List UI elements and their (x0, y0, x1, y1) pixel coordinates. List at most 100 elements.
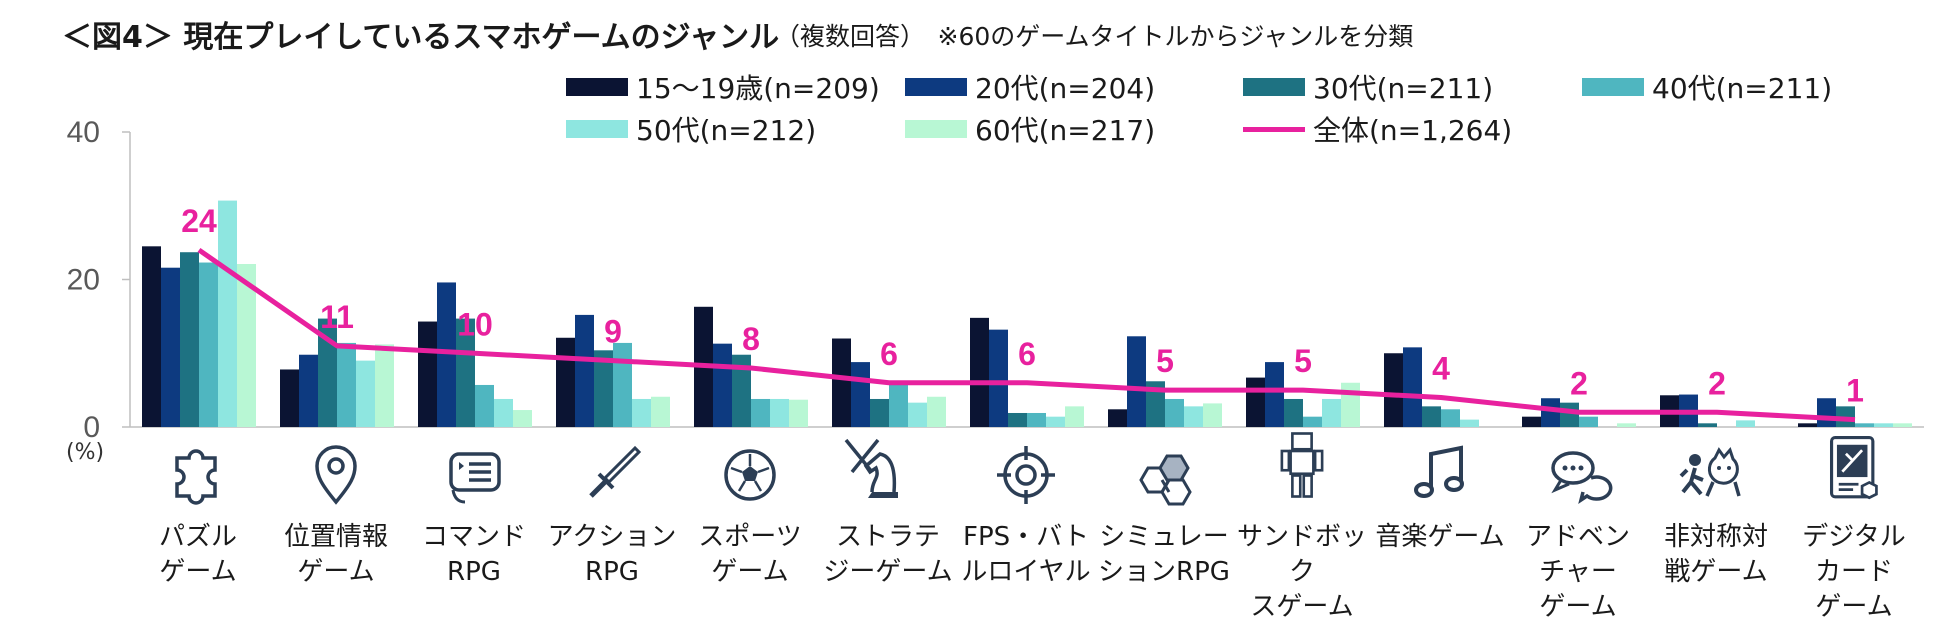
category-label-simulation-rpg: シミュレー ションRPG (1098, 522, 1230, 587)
data-label: 10 (457, 306, 493, 342)
bar (1817, 398, 1836, 427)
legend-swatch (566, 78, 628, 96)
bar (751, 398, 770, 427)
bar (575, 314, 594, 427)
bar (418, 321, 437, 427)
bar (1065, 406, 1084, 427)
legend-item-total: 全体(n=1,264) (1243, 112, 1513, 147)
category-label-music: 音楽ゲーム (1375, 522, 1505, 552)
legend-item-20s: 20代(n=204) (905, 70, 1156, 105)
bar (1736, 420, 1755, 427)
legend-label: 全体(n=1,264) (1313, 114, 1513, 147)
bar (180, 252, 199, 427)
legend-label: 50代(n=212) (636, 114, 817, 147)
bar (199, 262, 218, 427)
data-label: 6 (880, 336, 898, 372)
bar (970, 317, 989, 427)
bar (1127, 336, 1146, 427)
card-icon (1829, 436, 1878, 500)
crosshair-icon (997, 446, 1055, 504)
bar (1422, 406, 1441, 427)
bar (1341, 382, 1360, 427)
category-label-sandbox: サンドボック スゲーム (1236, 522, 1367, 622)
bar (989, 329, 1008, 427)
data-label: 5 (1294, 343, 1312, 379)
legend-swatch (1243, 78, 1305, 96)
category-label-command-rpg: コマンド RPG (421, 522, 526, 587)
bar (1284, 398, 1303, 427)
bar (632, 398, 651, 427)
legend-swatch (1582, 78, 1644, 96)
bar (1265, 362, 1284, 427)
bar (594, 350, 613, 427)
bar (1246, 377, 1265, 427)
bar (1046, 416, 1065, 427)
legend-swatch (905, 78, 967, 96)
category-label-asymmetric: 非対称対 戦ゲーム (1663, 522, 1768, 587)
y-tick-label: 40 (67, 116, 100, 149)
chase-figures-icon (1679, 447, 1741, 497)
hexagon-cluster-icon (1139, 454, 1192, 506)
data-label: 4 (1432, 351, 1450, 387)
bar (456, 318, 475, 427)
bar (927, 396, 946, 427)
bar (513, 410, 532, 427)
bar (1560, 402, 1579, 427)
music-note-icon (1414, 445, 1464, 498)
bar (1322, 398, 1341, 427)
bar (851, 362, 870, 427)
category-label-location: 位置情報 ゲーム (283, 522, 388, 587)
category-label-fps: FPS・バト ルロイヤル (961, 522, 1091, 587)
data-label: 8 (742, 321, 760, 357)
y-tick-label: 0 (83, 411, 100, 444)
command-menu-icon (449, 452, 501, 504)
bar (475, 384, 494, 427)
chart-title: ＜図4＞ 現在プレイしているスマホゲームのジャンル (62, 20, 780, 55)
chart-subtitle: （複数回答） ※60のゲームタイトルからジャンルを分類 (775, 22, 1414, 51)
bar (713, 343, 732, 427)
category-label-action-rpg: アクション RPG (547, 522, 677, 587)
bar (870, 398, 889, 427)
bar (494, 398, 513, 427)
puzzle-icon (175, 449, 217, 505)
y-tick-label: 20 (67, 264, 100, 297)
bar (1855, 423, 1874, 427)
y-unit-label: (%) (66, 440, 105, 465)
bar (356, 360, 375, 427)
bar (1460, 419, 1479, 427)
legend-label: 15～19歳(n=209) (636, 72, 880, 105)
total-line (197, 247, 1856, 423)
legend-item-30s: 30代(n=211) (1243, 70, 1494, 105)
bar (1027, 412, 1046, 427)
bar (889, 384, 908, 427)
bar (318, 318, 337, 427)
legend-label: 30代(n=211) (1313, 72, 1494, 105)
bar (1303, 416, 1322, 427)
bar (375, 344, 394, 427)
category-label-strategy: ストラテ ジーゲーム (823, 522, 953, 587)
bar (732, 354, 751, 427)
bar (237, 264, 256, 427)
category-label-digital-card: デジタル カード ゲーム (1802, 522, 1906, 622)
category-label-adventure: アドベン チャー ゲーム (1525, 522, 1630, 622)
legend-label: 20代(n=204) (975, 72, 1156, 105)
bar (1522, 416, 1541, 427)
bar (1146, 381, 1165, 427)
chat-bubbles-icon (1551, 451, 1613, 504)
chess-knight-icon (844, 438, 898, 498)
legend-label: 40代(n=211) (1652, 72, 1833, 105)
data-label: 1 (1846, 373, 1864, 409)
legend-item-15-19: 15～19歳(n=209) (566, 70, 880, 105)
data-label: 24 (181, 203, 217, 239)
category-label-sports: スポーツ ゲーム (698, 522, 802, 587)
bar (1617, 423, 1636, 427)
bar (218, 200, 237, 427)
bar (1441, 409, 1460, 427)
bar (770, 398, 789, 427)
bar (1384, 353, 1403, 427)
bar (1108, 409, 1127, 427)
legend-item-50s: 50代(n=212) (566, 112, 817, 147)
legend-item-40s: 40代(n=211) (1582, 70, 1833, 105)
bar (142, 246, 161, 427)
legend-label: 60代(n=217) (975, 114, 1156, 147)
